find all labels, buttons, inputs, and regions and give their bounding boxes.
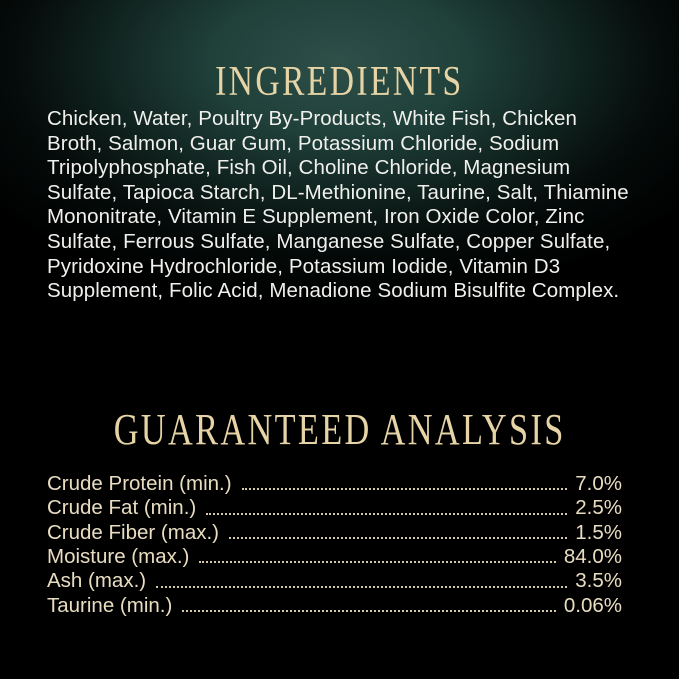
guaranteed-analysis-title-text: GUARANTEED ANALYSIS [113, 405, 566, 455]
analysis-row: Ash (max.) 3.5% [47, 569, 622, 593]
analysis-row-value: 0.06% [563, 593, 622, 617]
ingredient-line: Sulfate, Ferrous Sulfate, Manganese Sulf… [47, 229, 611, 253]
analysis-row-label: Crude Protein (min.) [47, 472, 232, 495]
analysis-row-value: 2.5% [575, 496, 622, 520]
analysis-row: Crude Fat (min.) 2.5% [47, 496, 622, 520]
ingredients-text: Chicken, Water, Poultry By-Products, Whi… [47, 107, 649, 304]
analysis-row-label: Ash (max.) [47, 569, 147, 593]
analysis-leader-dots [229, 537, 568, 540]
ingredients-title: INGREDIENTS [0, 61, 679, 103]
analysis-leader-dots [241, 488, 568, 491]
analysis-row-value: 1.5% [575, 520, 622, 544]
analysis-row: Taurine (min.) 0.06% [47, 594, 622, 618]
ingredient-line: Sulfate, Tapioca Starch, DL-Methionine, … [47, 180, 629, 204]
ingredient-line: Tripolyphosphate, Fish Oil, Choline Chlo… [47, 156, 571, 180]
analysis-row-label: Moisture (max.) [47, 545, 190, 569]
analysis-row-label: Crude Fat (min.) [47, 496, 197, 520]
ingredient-line: Broth, Salmon, Guar Gum, Potassium Chlor… [47, 131, 560, 155]
ingredient-line: Mononitrate, Vitamin E Supplement, Iron … [47, 205, 585, 229]
analysis-row: Crude Fiber (max.) 1.5% [47, 521, 622, 545]
analysis-table: Crude Protein (min.) 7.0% Crude Fat (min… [47, 472, 622, 618]
analysis-row-value: 84.0% [563, 545, 622, 569]
ingredients-title-text: INGREDIENTS [215, 59, 464, 106]
analysis-row-value: 7.0% [575, 472, 622, 495]
analysis-row: Crude Protein (min.) 7.0% [47, 472, 622, 496]
analysis-row: Moisture (max.) 84.0% [47, 545, 622, 569]
analysis-leader-dots [156, 585, 568, 588]
guaranteed-analysis-title: GUARANTEED ANALYSIS [0, 408, 679, 452]
ingredient-line: Supplement, Folic Acid, Menadione Sodium… [47, 279, 620, 303]
ingredient-line: Pyridoxine Hydrochloride, Potassium Iodi… [47, 254, 561, 278]
analysis-leader-dots [206, 512, 568, 515]
analysis-row-label: Taurine (min.) [47, 593, 173, 617]
analysis-leader-dots [199, 561, 556, 564]
analysis-row-value: 3.5% [575, 569, 622, 593]
analysis-row-label: Crude Fiber (max.) [47, 520, 220, 544]
ingredient-line: Chicken, Water, Poultry By-Products, Whi… [47, 107, 578, 130]
analysis-leader-dots [182, 610, 556, 613]
